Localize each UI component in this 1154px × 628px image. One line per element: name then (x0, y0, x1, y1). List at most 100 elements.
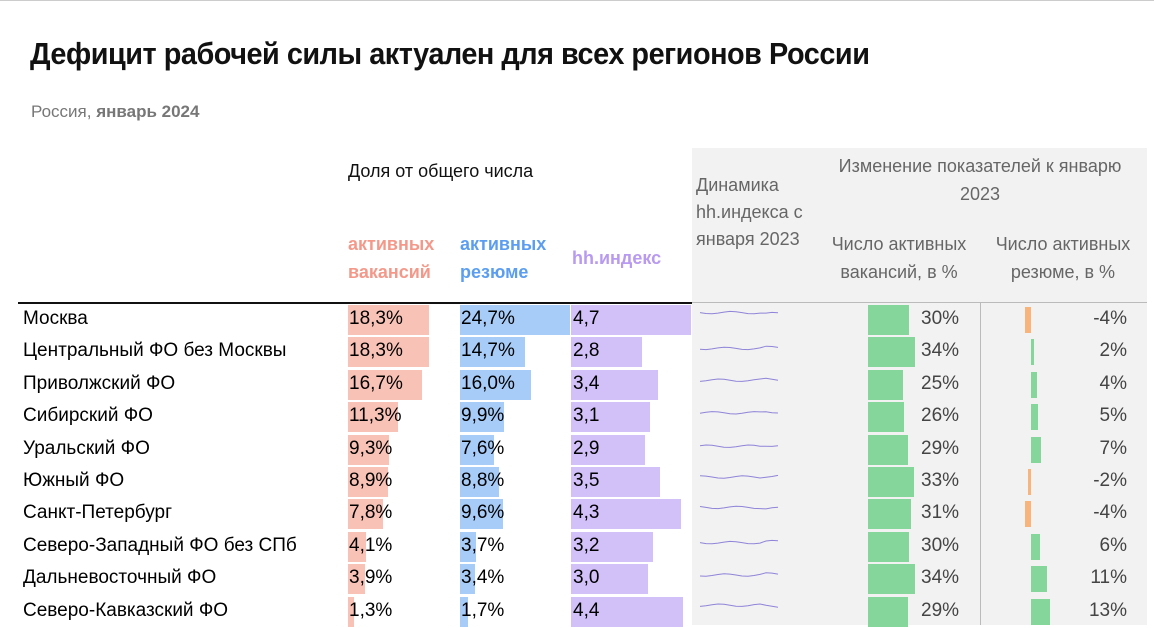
vacancies-header: активных вакансий (348, 234, 435, 282)
hh-index-bar (571, 467, 661, 497)
resumes-value: 3,4% (461, 567, 505, 589)
top-border (0, 0, 1154, 1)
hh-index-sparkline (699, 474, 779, 479)
hh-index-value: 3,0 (573, 567, 600, 589)
vacancies-bar (348, 499, 383, 530)
sparkline-path (699, 506, 779, 510)
table-row: Северо-Кавказский ФО 1,3% 1,7% 4,4 29% 13% (0, 596, 1154, 628)
resumes-bar (460, 434, 494, 465)
vac-change-bar (868, 305, 910, 335)
vac-change-value: 34% (921, 567, 960, 589)
res-change-value: 7% (1099, 437, 1127, 459)
hh-index-value: 4,4 (573, 599, 600, 621)
hh-index-value: 2,9 (573, 437, 600, 459)
hh-index-bar (571, 337, 643, 368)
hh-index-sparkline (699, 310, 779, 315)
table-row: Южный ФО 8,9% 8,8% 3,5 33% -2% (0, 466, 1154, 498)
region-name: Дальневосточный ФО (23, 567, 217, 589)
hh-index-sparkline (699, 377, 779, 382)
resumes-value: 8,8% (461, 470, 505, 491)
region-name: Уральский ФО (23, 437, 150, 459)
vac-change-value: 29% (921, 599, 960, 621)
resumes-value: 3,7% (461, 534, 505, 556)
res-change-bar (1028, 469, 1031, 495)
column-divider (980, 303, 981, 625)
resumes-value: 1,7% (461, 599, 505, 621)
subtitle-period: январь 2024 (96, 102, 200, 121)
sparkline-path (699, 411, 779, 415)
vacancies-value: 7,8% (349, 502, 393, 524)
hh-index-bar (571, 499, 681, 530)
table-row: Санкт-Петербург 7,8% 9,6% 4,3 31% -4% (0, 498, 1154, 530)
vac-change-value: 29% (921, 437, 960, 459)
table-row: Сибирский ФО 11,3% 9,9% 3,1 26% 5% (0, 401, 1154, 433)
res-change-value: -4% (1093, 308, 1127, 329)
vacancies-value: 8,9% (349, 470, 393, 491)
vac-change-bar (868, 402, 904, 433)
hh-index-value: 3,5 (573, 470, 600, 491)
hh-index-bar (571, 369, 658, 400)
res-change-value: 4% (1099, 372, 1127, 394)
res-change-bar (1031, 339, 1034, 366)
hh-index-value: 2,8 (573, 340, 600, 362)
region-name: Сибирский ФО (23, 405, 153, 427)
sparkline-path (699, 572, 779, 577)
vac-change-value: 25% (921, 372, 960, 394)
res-change-value: 5% (1099, 405, 1127, 427)
region-name: Санкт-Петербург (23, 502, 173, 524)
res-change-bar (1031, 566, 1048, 593)
resumes-bar (460, 499, 503, 530)
vacancies-bar (348, 564, 366, 595)
vacancies-value: 9,3% (349, 437, 393, 459)
vacancies-value: 11,3% (349, 405, 402, 427)
table-row: Северо-Западный ФО без СПб 4,1% 3,7% 3,2 30%… (0, 531, 1154, 563)
region-name: Северо-Западный ФО без СПб (23, 534, 297, 556)
resumes-bar (460, 369, 532, 400)
change-header: Изменение показателей к январю 2023 (838, 156, 1122, 204)
table-row: Уральский ФО 9,3% 7,6% 2,9 29% 7% (0, 434, 1154, 466)
resumes-header: активных резюме (460, 234, 547, 282)
vacancies-value: 3,9% (349, 567, 393, 589)
vac-change-value: 30% (921, 308, 960, 329)
sparkline-path (699, 310, 779, 315)
resumes-value: 9,9% (461, 405, 505, 427)
vacancies-value: 1,3% (349, 599, 393, 621)
table-top-rule (18, 302, 692, 304)
vacancies-bar (348, 596, 354, 627)
chart-title: Дефицит рабочей силы актуален для всех р… (30, 36, 870, 71)
hh-index-bar (571, 434, 646, 465)
region-name: Северо-Кавказский ФО (23, 599, 229, 621)
sparkline-path (699, 603, 779, 608)
hh-index-sparkline (699, 346, 779, 351)
vac-change-header: Число активных вакансий, в % (831, 234, 967, 282)
resumes-bar (460, 337, 526, 368)
hh-index-sparkline (699, 539, 779, 545)
subtitle-region: Россия, (31, 102, 92, 121)
hh-index-bar (571, 305, 691, 335)
vac-change-bar (868, 369, 903, 400)
resumes-value: 24,7% (461, 308, 515, 329)
res-change-bar (1031, 404, 1039, 431)
hh-index-value: 3,2 (573, 534, 600, 556)
region-name: Южный ФО (23, 470, 125, 491)
hh-index-sparkline (699, 411, 779, 415)
share-header: Доля от общего числа (348, 161, 534, 181)
vacancies-bar (348, 337, 430, 368)
vac-change-value: 34% (921, 340, 960, 362)
hh-index-sparkline (699, 603, 779, 608)
hh-index-bar (571, 596, 684, 627)
resumes-value: 7,6% (461, 437, 505, 459)
sparkline-path (699, 444, 779, 448)
resumes-value: 9,6% (461, 502, 505, 524)
res-change-header: Число активных резюме, в % (995, 234, 1131, 282)
resumes-value: 14,7% (461, 340, 515, 362)
vac-change-bar (868, 467, 914, 497)
vacancies-value: 18,3% (349, 308, 403, 329)
res-change-value: 13% (1088, 599, 1127, 621)
region-name: Центральный ФО без Москвы (23, 340, 287, 362)
hh-index-bar (571, 531, 653, 562)
vac-change-bar (868, 596, 909, 627)
res-change-bar (1031, 598, 1050, 625)
vac-change-value: 26% (921, 405, 960, 427)
hh-index-value: 3,4 (573, 372, 600, 394)
